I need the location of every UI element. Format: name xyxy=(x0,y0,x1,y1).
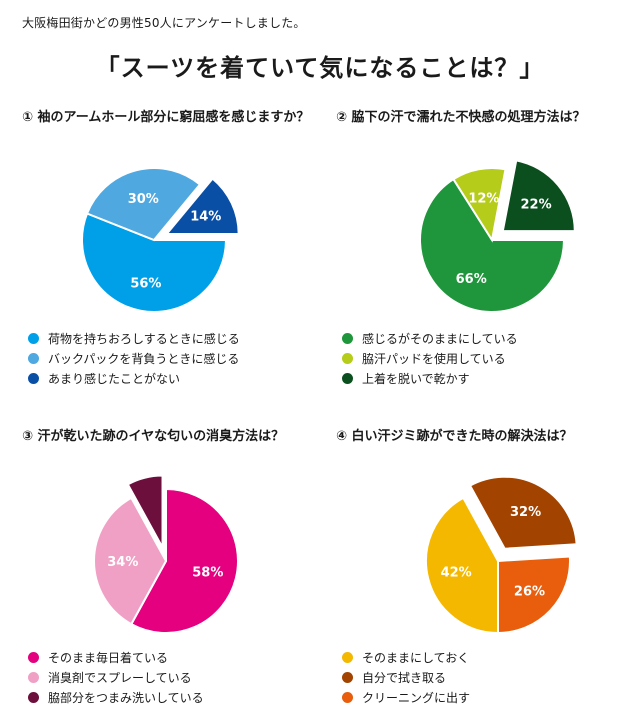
legend-label: 感じるがそのままにしている xyxy=(362,331,518,346)
legend-3-item-3: 脇部分をつまみ洗いしている xyxy=(28,687,204,707)
pie-3-slice-2 xyxy=(93,496,168,626)
legend-label: 脇部分をつまみ洗いしている xyxy=(48,690,204,705)
pie-4-label-1: 42% xyxy=(441,566,472,581)
pie-chart-4: 42% 32% 26% xyxy=(425,475,578,635)
pie-2-slice-2 xyxy=(452,167,507,243)
page-title: 「スーツを着ていて気になることは？」 xyxy=(95,54,545,82)
chart-title-1: ① 袖のアームホール部分に窮屈感を感じますか？ xyxy=(22,110,310,125)
pie-1-slice-2 xyxy=(85,167,202,242)
chart-panel-2: ② 脇下の汗で濡れた不快感の処理方法は？ 66% 12% 22% 感じるがそのままに… xyxy=(336,106,636,396)
pie-2-label-2: 12% xyxy=(468,192,499,207)
pie-1-label-2: 30% xyxy=(128,192,159,207)
pie-2-label-1: 66% xyxy=(456,272,487,287)
legend-1: 荷物を持ちおろしするときに感じる バックパックを背負うときに感じる あまり感じたこと… xyxy=(28,328,240,388)
legend-3: そのまま毎日着ている消臭剤でスプレーしている 脇部分をつまみ洗いしている xyxy=(28,647,204,707)
pie-4-label-2: 32% xyxy=(510,505,541,520)
pie-4-slice-1 xyxy=(425,496,499,635)
chart-title-4: ④ 白い汗ジミ跡ができた時の解決法は？ xyxy=(336,429,573,444)
chart-panel-4: ④ 白い汗ジミ跡ができた時の解決法は？ 42% 32% 26% そのままにしておく自… xyxy=(336,425,636,715)
legend-swatch xyxy=(28,332,39,344)
pie-chart-3: 58% 34% 8% xyxy=(93,459,239,634)
pie-4-slice-2 xyxy=(468,475,578,550)
pie-4-slice-3 xyxy=(497,555,571,635)
pie-chart-2: 66% 12% 22% xyxy=(419,159,576,313)
legend-swatch xyxy=(342,671,353,683)
pie-1-slice-3 xyxy=(164,177,240,236)
chart-panel-3: ③ 汗が乾いた跡のイヤな匂いの消臭方法は？ 58% 34% 8% そのまま毎日着てい… xyxy=(22,425,322,715)
pie-2-slice-1 xyxy=(419,177,566,313)
legend-1-item-1: 荷物を持ちおろしするときに感じる xyxy=(28,328,240,348)
pie-3-label-2: 34% xyxy=(107,555,138,570)
pie-2-label-3: 22% xyxy=(521,198,552,213)
chart-title-2: ② 脇下の汗で濡れた不快感の処理方法は？ xyxy=(336,110,586,125)
survey-note: 大阪梅田街かどの男性50人にアンケートしました。 xyxy=(22,16,306,30)
legend-label: バックパックを背負うときに感じる xyxy=(48,351,240,366)
legend-3-item-2: 消臭剤でスプレーしている xyxy=(28,667,204,687)
legend-swatch xyxy=(342,372,353,384)
legend-4-item-2: 自分で拭き取る xyxy=(342,667,470,687)
legend-swatch xyxy=(342,691,353,703)
legend-4: そのままにしておく 自分で拭き取るクリーニングに出す xyxy=(342,647,470,707)
legend-4-item-3: クリーニングに出す xyxy=(342,687,470,707)
legend-1-item-3: あまり感じたことがない xyxy=(28,368,240,388)
legend-swatch xyxy=(28,691,39,703)
pie-1-slice-1 xyxy=(81,212,228,313)
legend-swatch xyxy=(28,651,39,663)
legend-label: 荷物を持ちおろしするときに感じる xyxy=(48,331,240,346)
legend-swatch xyxy=(342,352,353,364)
legend-4-item-1: そのままにしておく xyxy=(342,647,470,667)
legend-label: 消臭剤でスプレーしている xyxy=(48,670,192,685)
legend-label: クリーニングに出す xyxy=(362,690,471,705)
chart-title-3: ③ 汗が乾いた跡のイヤな匂いの消臭方法は？ xyxy=(22,429,285,444)
legend-2: 感じるがそのままにしている 脇汗パッドを使用している 上着を脱いで乾かす xyxy=(342,328,518,388)
legend-swatch xyxy=(342,332,353,344)
legend-label: あまり感じたことがない xyxy=(48,371,181,386)
pie-4-label-3: 26% xyxy=(514,585,545,600)
legend-label: 脇汗パッドを使用している xyxy=(362,351,506,366)
legend-swatch xyxy=(28,352,39,364)
pie-2-slice-3 xyxy=(501,159,576,233)
pie-1-label-3: 14% xyxy=(190,210,221,225)
pie-3-label-3: 8% xyxy=(130,459,152,474)
legend-3-item-1: そのまま毎日着ている xyxy=(28,647,204,667)
legend-swatch xyxy=(28,372,39,384)
legend-label: 自分で拭き取る xyxy=(362,670,447,685)
legend-label: そのままにしておく xyxy=(362,650,470,665)
chart-panel-1: ① 袖のアームホール部分に窮屈感を感じますか？ 56% 30% 14% 荷物を持ちお… xyxy=(22,106,322,396)
pie-3-label-1: 58% xyxy=(192,566,223,581)
legend-label: 上着を脱いで乾かす xyxy=(362,371,470,386)
pie-1-label-1: 56% xyxy=(130,276,161,291)
legend-2-item-2: 脇汗パッドを使用している xyxy=(342,348,518,368)
pie-3-slice-3 xyxy=(126,474,164,548)
legend-label: そのまま毎日着ている xyxy=(48,650,169,665)
legend-2-item-3: 上着を脱いで乾かす xyxy=(342,368,518,388)
legend-1-item-2: バックパックを背負うときに感じる xyxy=(28,348,240,368)
pie-3-slice-1 xyxy=(129,487,239,634)
pie-chart-1: 56% 30% 14% xyxy=(81,167,240,313)
legend-2-item-1: 感じるがそのままにしている xyxy=(342,328,518,348)
legend-swatch xyxy=(342,651,353,663)
legend-swatch xyxy=(28,671,39,683)
